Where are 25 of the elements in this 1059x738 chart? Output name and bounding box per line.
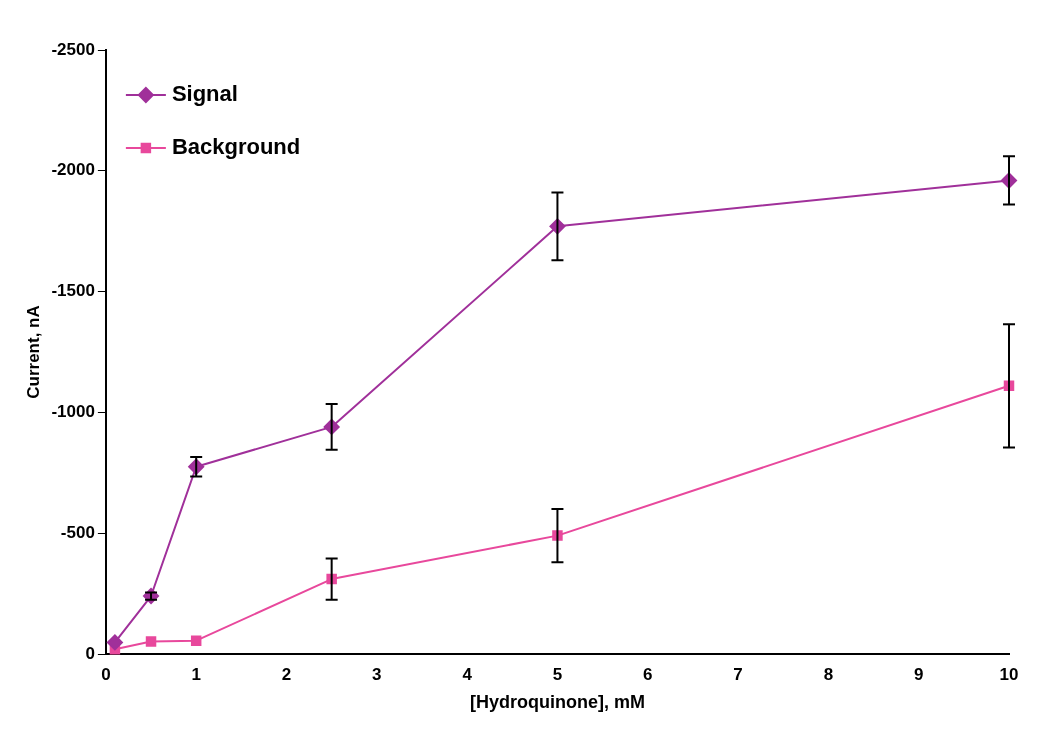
y-tick-label: -500 <box>60 522 95 542</box>
x-tick-label: 9 <box>913 664 924 684</box>
x-tick-label: 4 <box>462 664 473 684</box>
point <box>106 634 123 651</box>
x-tick-label: 1 <box>191 664 201 684</box>
x-tick-label: 0 <box>101 664 111 684</box>
x-tick-label: 8 <box>823 664 834 684</box>
x-tick-label: 7 <box>733 664 743 684</box>
x-tick-label: 2 <box>281 664 292 684</box>
point <box>143 588 160 605</box>
x-tick-label: 5 <box>552 664 563 684</box>
y-tick-label: -1000 <box>51 402 95 422</box>
point <box>145 636 157 647</box>
y-tick-label: -2000 <box>51 160 95 180</box>
x-tick-label: 6 <box>643 664 653 684</box>
y-axis-title: Current, nA <box>23 305 43 399</box>
legend-label: Signal <box>171 81 238 107</box>
y-tick-label: -1500 <box>51 281 95 301</box>
legend-label: Background <box>171 134 301 160</box>
point <box>190 635 202 646</box>
y-tick-label: 0 <box>85 643 95 663</box>
x-axis-title: [Hydroquinone], mM <box>469 692 645 713</box>
x-tick-label: 10 <box>999 664 1019 684</box>
y-tick-label: -2500 <box>51 39 95 59</box>
x-tick-label: 3 <box>372 664 382 684</box>
